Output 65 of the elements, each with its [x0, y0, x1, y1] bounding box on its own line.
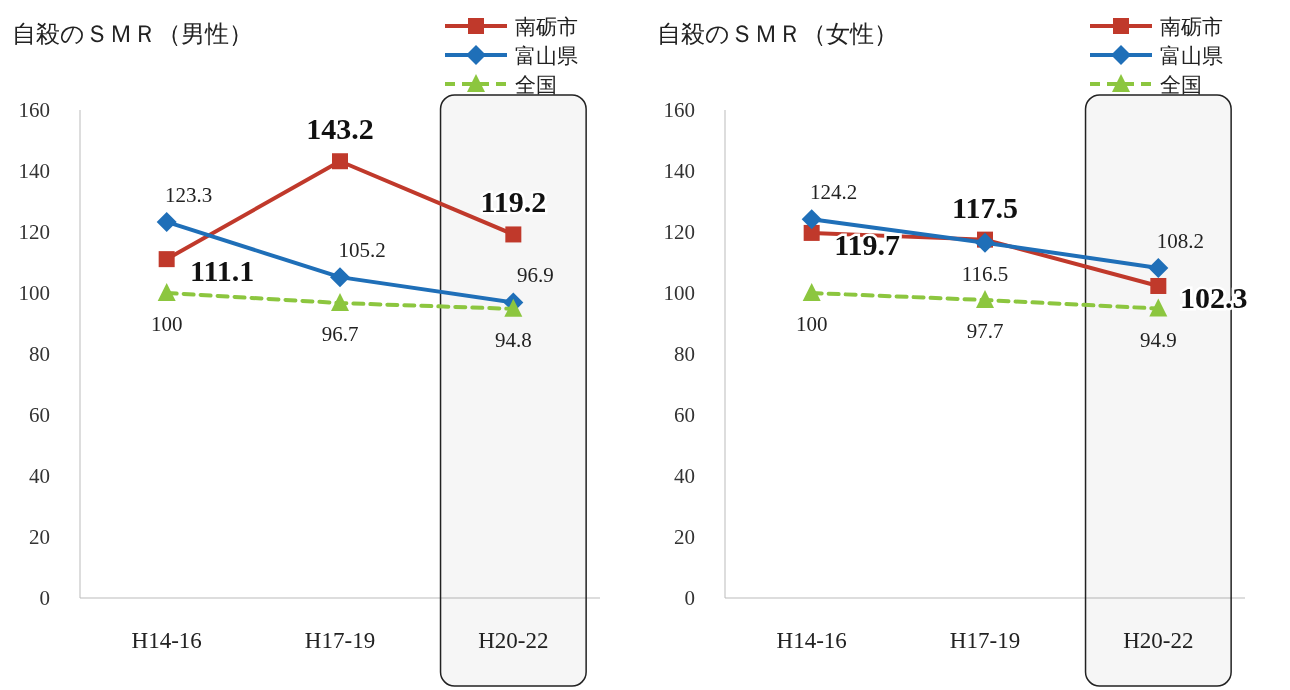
- data-label: 119.2: [480, 185, 547, 219]
- legend-label: 富山県: [1160, 44, 1223, 68]
- y-tick-label: 60: [29, 403, 50, 427]
- y-tick-label: 0: [684, 586, 695, 610]
- point: [158, 251, 175, 268]
- x-tick-label: H17-19: [949, 628, 1021, 653]
- point: [801, 209, 822, 230]
- data-label: 94.9: [1139, 327, 1177, 352]
- y-tick-label: 160: [18, 98, 50, 122]
- y-tick-label: 120: [663, 220, 695, 244]
- point: [505, 226, 522, 243]
- y-tick-label: 120: [18, 220, 50, 244]
- chart-title: 自殺のＳＭＲ（男性）: [12, 21, 253, 47]
- y-tick-label: 20: [674, 525, 695, 549]
- y-tick-label: 140: [18, 159, 50, 183]
- data-label: 96.9: [516, 263, 554, 288]
- data-label: 108.2: [1156, 228, 1204, 253]
- y-tick-label: 0: [39, 586, 50, 610]
- data-label: 119.7: [834, 227, 901, 261]
- y-tick-label: 80: [29, 342, 50, 366]
- data-label: 97.7: [966, 319, 1004, 344]
- data-label: 143.2: [306, 112, 374, 146]
- y-tick-label: 60: [674, 403, 695, 427]
- point: [332, 153, 348, 170]
- legend-label: 南砺市: [515, 15, 578, 39]
- point: [330, 267, 350, 288]
- y-tick-label: 100: [18, 281, 50, 305]
- legend-label: 全国: [515, 73, 557, 97]
- x-tick-label: H20-22: [1123, 628, 1194, 653]
- data-label: 123.3: [165, 182, 213, 207]
- data-label: 96.7: [321, 322, 359, 347]
- point: [976, 290, 994, 309]
- x-tick-label: H14-16: [131, 628, 202, 653]
- point: [504, 298, 523, 317]
- point: [1150, 277, 1167, 294]
- y-tick-label: 140: [663, 159, 695, 183]
- point: [1149, 298, 1168, 317]
- legend-label: 南砺市: [1160, 15, 1223, 39]
- x-tick-label: H20-22: [478, 628, 549, 653]
- y-tick-label: 40: [674, 464, 695, 488]
- data-label: 116.5: [961, 261, 1009, 286]
- y-tick-label: 80: [674, 342, 695, 366]
- point: [1148, 257, 1169, 278]
- y-tick-label: 40: [29, 464, 50, 488]
- legend-label: 全国: [1160, 73, 1202, 97]
- chart-title: 自殺のＳＭＲ（女性）: [657, 21, 898, 47]
- point: [975, 232, 995, 253]
- y-tick-label: 160: [663, 98, 695, 122]
- data-label: 111.1: [190, 254, 255, 288]
- point: [157, 283, 176, 301]
- x-tick-label: H17-19: [304, 628, 376, 653]
- point: [156, 211, 177, 232]
- y-tick-label: 100: [663, 281, 695, 305]
- y-tick-label: 20: [29, 525, 50, 549]
- point: [803, 224, 820, 241]
- data-label: 117.5: [952, 190, 1018, 224]
- data-label: 105.2: [338, 238, 386, 263]
- x-tick-label: H14-16: [776, 628, 847, 653]
- data-label: 94.8: [494, 327, 532, 352]
- data-label: 124.2: [810, 180, 858, 205]
- legend-label: 富山県: [515, 44, 578, 68]
- point: [802, 283, 821, 301]
- point: [331, 293, 349, 312]
- data-label: 100: [795, 312, 828, 336]
- data-label: 100: [150, 312, 183, 336]
